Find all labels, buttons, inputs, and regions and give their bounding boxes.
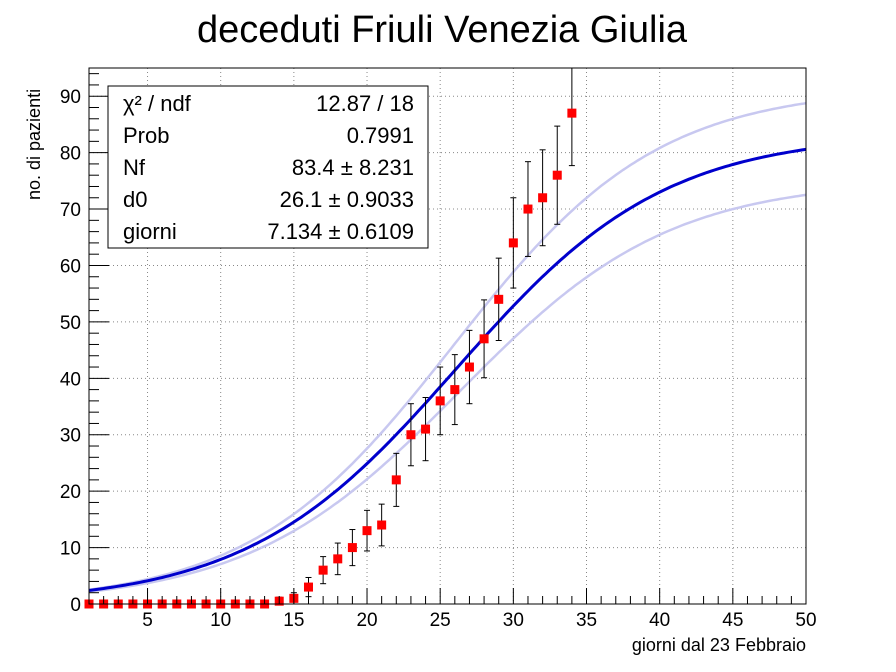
- fit-upper-curve: [88, 101, 807, 591]
- stat-label-giorni: giorni: [123, 219, 177, 244]
- x-tick-label: 15: [283, 610, 304, 631]
- stat-value-d0: 26.1 ± 0.9033: [280, 187, 414, 212]
- chart-title: deceduti Friuli Venezia Giulia: [197, 9, 688, 51]
- stat-value-chi2: 12.87 / 18: [316, 91, 414, 116]
- y-tick-label: 30: [60, 426, 81, 447]
- data-point: [435, 396, 445, 406]
- data-point: [391, 475, 401, 485]
- x-tick-label: 20: [356, 610, 377, 631]
- data-point: [362, 526, 372, 536]
- y-tick-label: 80: [60, 144, 81, 165]
- y-tick-label: 90: [60, 87, 81, 108]
- data-point: [479, 334, 489, 344]
- data-point: [333, 554, 343, 564]
- x-tick-label: 40: [649, 610, 670, 631]
- x-tick-label: 5: [142, 610, 153, 631]
- y-tick-label: 50: [60, 313, 81, 334]
- data-point: [464, 362, 474, 372]
- stat-value-prob: 0.7991: [347, 123, 414, 148]
- x-tick-label: 45: [722, 610, 743, 631]
- stat-label-nf: Nf: [123, 155, 146, 180]
- fit-main-curve: [88, 147, 807, 592]
- fit-band: [88, 101, 807, 593]
- data-point: [508, 238, 518, 248]
- plot-frame: [88, 67, 807, 605]
- tick-labels: 5 10 15 20 25 30 35 40 45 50 0 10 20 30 40 50 60 70 80 90: [60, 87, 817, 631]
- x-tick-label: 10: [210, 610, 231, 631]
- y-tick-label: 10: [60, 539, 81, 560]
- x-axis-title: giorni dal 23 Febbraio: [632, 635, 806, 655]
- axis-ticks: [88, 73, 807, 605]
- x-tick-label: 50: [795, 610, 816, 631]
- y-tick-label: 20: [60, 482, 81, 503]
- stats-box: χ² / ndf 12.87 / 18 Prob 0.7991 Nf 83.4 …: [107, 85, 429, 249]
- data-point: [523, 204, 533, 214]
- data-point: [450, 385, 460, 395]
- y-tick-label: 40: [60, 369, 81, 390]
- y-tick-label: 70: [60, 200, 81, 221]
- x-tick-label: 25: [430, 610, 451, 631]
- data-point: [494, 294, 504, 304]
- stats-box-frame: [107, 85, 429, 249]
- stat-label-d0: d0: [123, 187, 147, 212]
- data-point: [318, 565, 328, 575]
- stat-label-chi2: χ² / ndf: [123, 91, 192, 116]
- fit-curve: [88, 147, 807, 592]
- data-point: [552, 170, 562, 180]
- data-point: [567, 108, 577, 118]
- data-point: [538, 193, 548, 203]
- stat-value-nf: 83.4 ± 8.231: [292, 155, 414, 180]
- stat-value-giorni: 7.134 ± 0.6109: [267, 219, 414, 244]
- data-point: [303, 582, 313, 592]
- data-point: [347, 543, 357, 553]
- x-tick-label: 30: [503, 610, 524, 631]
- data-point: [406, 430, 416, 440]
- fit-lower-curve: [88, 193, 807, 593]
- x-tick-label: 35: [576, 610, 597, 631]
- data-point: [377, 520, 387, 530]
- y-axis-title: no. di pazienti: [24, 89, 44, 200]
- y-tick-label: 0: [70, 595, 81, 616]
- y-tick-label: 60: [60, 256, 81, 277]
- data-point: [421, 424, 431, 434]
- stat-label-prob: Prob: [123, 123, 169, 148]
